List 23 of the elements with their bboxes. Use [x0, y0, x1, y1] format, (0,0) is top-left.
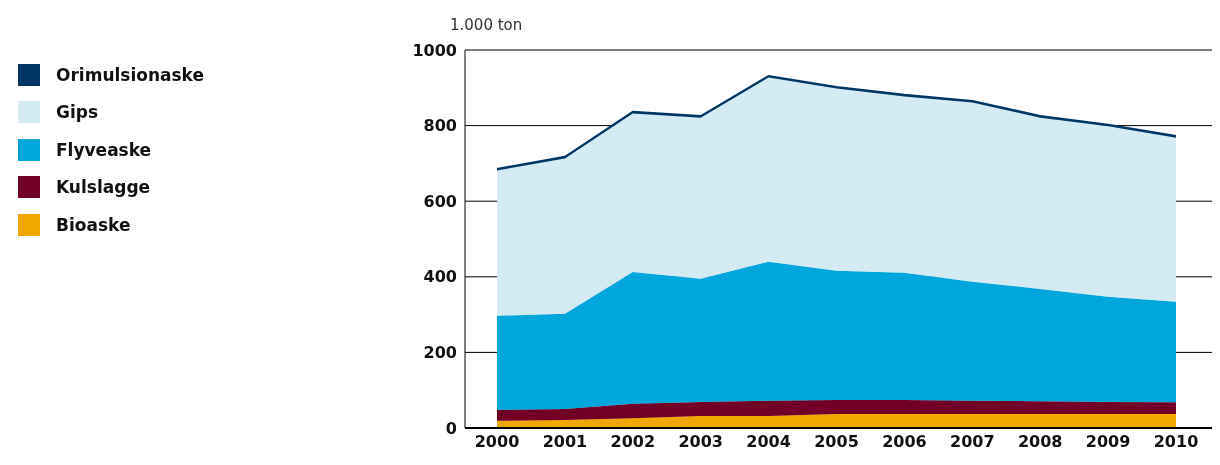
y-tick-label: 800	[423, 116, 457, 136]
x-tick-label: 2007	[950, 432, 995, 452]
y-tick-label: 0	[445, 418, 457, 438]
x-tick-label: 2004	[746, 432, 791, 452]
y-tick-label: 200	[423, 343, 457, 363]
x-tick-label: 2005	[814, 432, 859, 452]
legend-label: Kulslagge	[56, 177, 151, 198]
y-axis-title: 1.000 ton	[450, 16, 523, 34]
y-tick-label: 400	[423, 267, 457, 287]
legend-label: Gips	[56, 102, 99, 123]
x-tick-label: 2002	[610, 432, 656, 452]
x-tick-label: 2001	[542, 432, 588, 452]
x-tick-label: 2008	[1017, 432, 1063, 452]
y-tick-label: 600	[423, 191, 457, 211]
y-tick-label: 1000	[412, 40, 457, 60]
x-tick-label: 2006	[882, 432, 927, 452]
x-tick-label: 2009	[1085, 432, 1131, 452]
legend-label: Bioaske	[56, 214, 131, 235]
x-tick-label: 2000	[474, 432, 520, 452]
x-tick-label: 2003	[678, 432, 723, 452]
legend-label: Orimulsionaske	[56, 64, 205, 85]
legend-label: Flyveaske	[56, 139, 152, 160]
x-tick-label: 2010	[1153, 432, 1199, 452]
